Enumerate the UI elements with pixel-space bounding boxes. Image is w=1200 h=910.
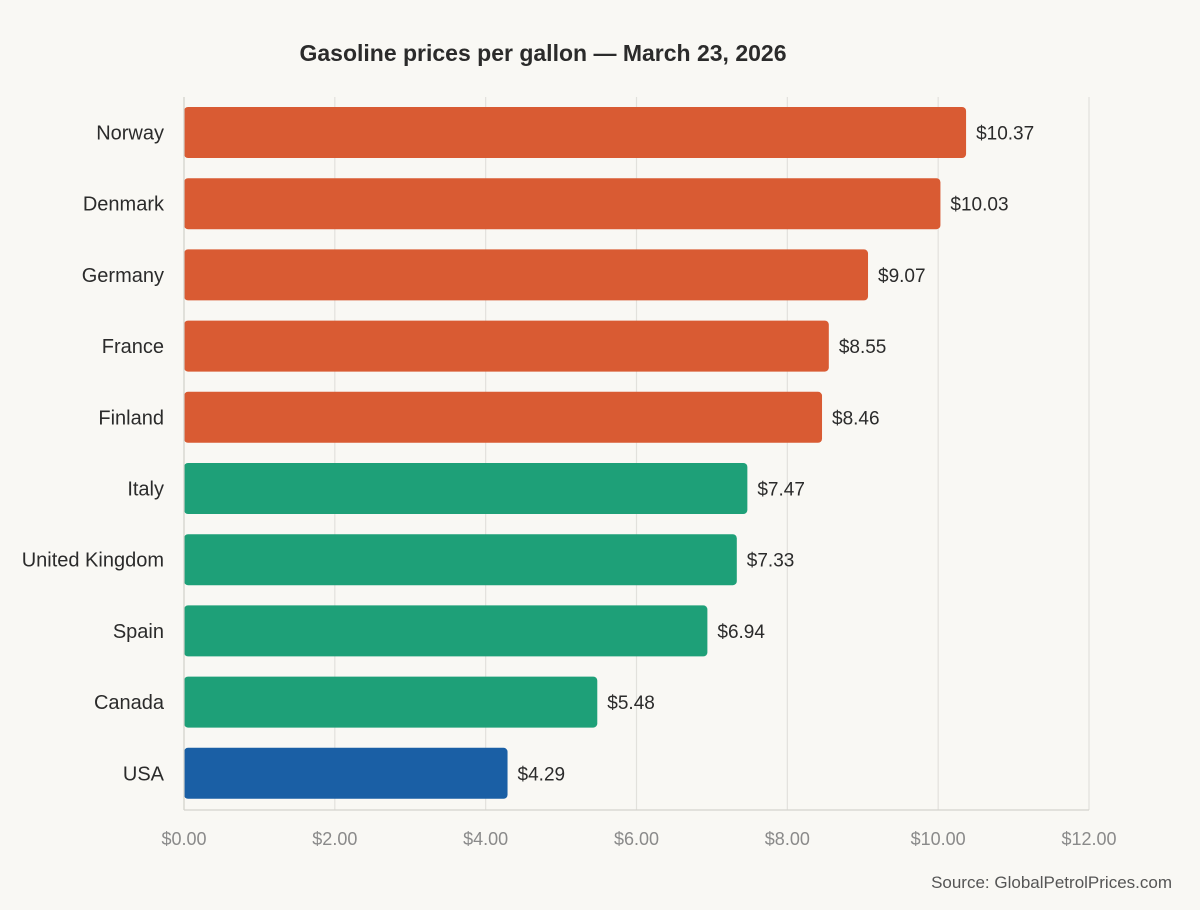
value-label: $4.29 (518, 764, 566, 785)
x-tick-label: $8.00 (765, 829, 810, 849)
x-tick-label: $6.00 (614, 829, 659, 849)
category-label: Spain (113, 621, 164, 643)
category-label: Italy (127, 479, 164, 501)
category-label: Finland (98, 407, 164, 429)
value-label: $7.33 (747, 551, 795, 572)
bar (184, 534, 737, 586)
x-tick-label: $0.00 (161, 829, 206, 849)
value-label: $5.48 (607, 693, 655, 714)
bar (184, 178, 941, 230)
bar (184, 463, 748, 514)
category-label: Germany (82, 265, 164, 287)
value-label: $7.47 (757, 480, 805, 501)
source-note: Source: GlobalPetrolPrices.com (931, 873, 1172, 892)
category-label: United Kingdom (22, 550, 164, 572)
bar (184, 605, 708, 657)
chart-title: Gasoline prices per gallon — March 23, 2… (299, 40, 787, 66)
category-label: Norway (96, 123, 164, 145)
bar (184, 249, 869, 301)
x-tick-label: $10.00 (911, 829, 966, 849)
value-label: $8.46 (832, 408, 880, 429)
value-label: $10.03 (950, 195, 1008, 216)
value-label: $10.37 (976, 124, 1034, 145)
category-label: Denmark (83, 194, 165, 216)
bar (184, 747, 508, 799)
category-label: Canada (94, 692, 165, 714)
value-label: $8.55 (839, 337, 887, 358)
x-tick-label: $2.00 (312, 829, 357, 849)
category-label: USA (123, 763, 165, 785)
bar (184, 676, 598, 728)
category-label: France (102, 336, 164, 358)
value-label: $9.07 (878, 266, 926, 287)
x-tick-label: $4.00 (463, 829, 508, 849)
bar (184, 320, 829, 372)
x-tick-label: $12.00 (1061, 829, 1116, 849)
bar (184, 107, 967, 158)
value-label: $6.94 (717, 622, 765, 643)
bar (184, 391, 823, 443)
